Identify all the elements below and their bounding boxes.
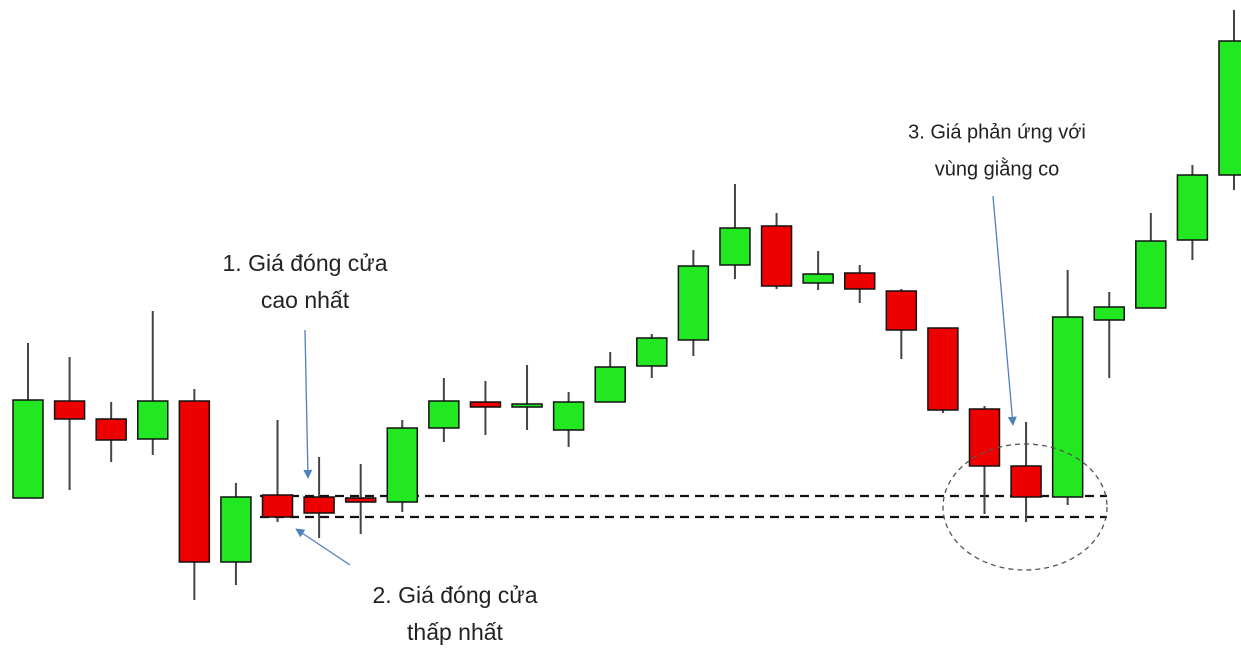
candle-body <box>12 399 44 499</box>
candle-body <box>1010 465 1042 498</box>
candle-body <box>1135 240 1167 309</box>
arrow <box>303 329 313 479</box>
candle-body <box>1176 174 1209 241</box>
candle-body <box>1051 316 1084 498</box>
annotation: vùng giằng co <box>935 157 1060 180</box>
candle-body <box>386 427 419 503</box>
candle-body <box>760 225 793 287</box>
annotation: 2. Giá đóng cửa <box>373 582 538 608</box>
candle-body <box>885 290 918 331</box>
candle-body <box>95 418 127 441</box>
candle-body <box>552 401 585 431</box>
candle-body <box>802 273 834 284</box>
annotation: 1. Giá đóng cửa <box>223 250 388 276</box>
candle-body <box>344 497 377 503</box>
candle-body <box>178 400 211 563</box>
candle-body <box>927 327 959 411</box>
candle-body <box>843 272 876 290</box>
candle-body <box>428 400 460 429</box>
candle-body <box>1093 306 1125 321</box>
candle-body <box>594 366 626 403</box>
candle-body <box>469 401 502 408</box>
candle-body <box>511 403 543 408</box>
arrow <box>295 528 351 566</box>
highlight-ellipse <box>942 443 1108 571</box>
candle-body <box>53 400 86 420</box>
candle-body <box>636 337 668 367</box>
candle-body <box>719 227 751 266</box>
candle-body <box>220 496 252 563</box>
candle-body <box>137 400 169 440</box>
annotation: 3. Giá phản ứng với <box>908 121 1086 143</box>
candle-body <box>1218 40 1241 176</box>
annotation: cao nhất <box>261 287 350 313</box>
candle-body <box>968 408 1001 467</box>
candle-body <box>261 494 294 518</box>
annotation: thấp nhất <box>407 619 504 645</box>
arrow <box>992 195 1017 426</box>
candle-body <box>303 496 335 514</box>
candle-body <box>677 265 710 341</box>
